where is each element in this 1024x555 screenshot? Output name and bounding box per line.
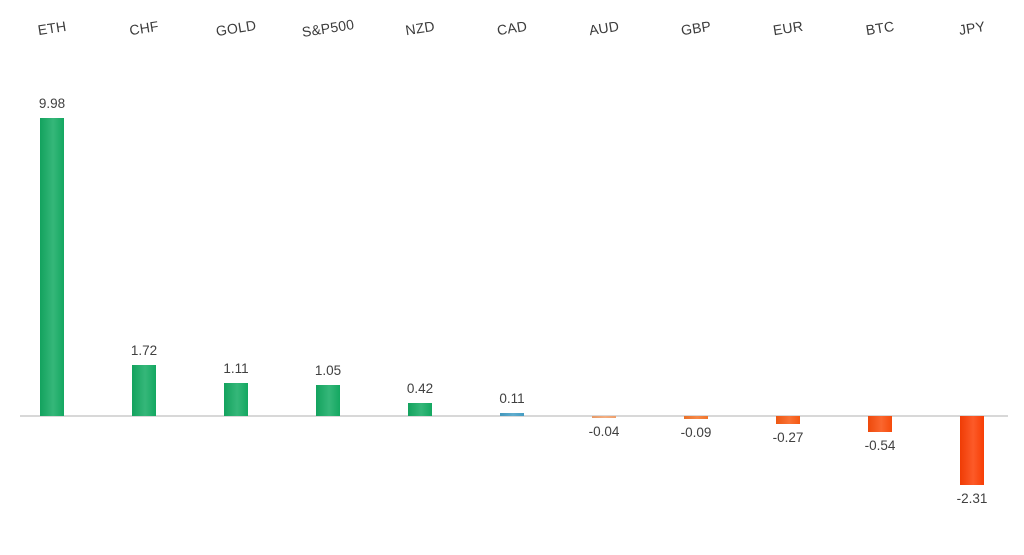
chart-column: CHF 1.72	[98, 0, 190, 555]
category-label: NZD	[404, 17, 436, 39]
bar	[408, 403, 432, 416]
chart-column: JPY -2.31	[926, 0, 1018, 555]
category-label: S&P500	[300, 15, 356, 41]
value-label: 0.11	[499, 390, 525, 406]
category-label: GBP	[679, 17, 713, 39]
value-label: 1.11	[223, 360, 249, 376]
category-label: BTC	[864, 17, 896, 39]
bar	[40, 117, 64, 416]
bar	[132, 364, 156, 416]
category-label: CHF	[128, 17, 160, 39]
value-label: 1.05	[314, 362, 342, 378]
bar	[960, 416, 984, 486]
bar	[224, 382, 248, 416]
value-label: -0.54	[864, 438, 896, 454]
bar	[776, 416, 800, 425]
value-label: -0.09	[680, 424, 712, 440]
value-label: 0.42	[406, 381, 434, 397]
category-label: CAD	[495, 17, 529, 39]
value-label: -0.04	[588, 424, 620, 439]
value-label: 1.72	[130, 342, 158, 358]
chart-column: NZD 0.42	[374, 0, 466, 555]
bar	[868, 416, 892, 433]
chart-column: EUR -0.27	[742, 0, 834, 555]
value-label: -2.31	[956, 491, 988, 507]
chart-column: ETH 9.98	[6, 0, 98, 555]
category-label: GOLD	[214, 16, 258, 40]
category-label: AUD	[587, 17, 621, 39]
bar	[500, 412, 524, 416]
x-axis-baseline	[20, 415, 1008, 417]
bar	[316, 384, 340, 416]
category-label: JPY	[957, 18, 987, 38]
chart-column: GOLD 1.11	[190, 0, 282, 555]
chart-column: GBP -0.09	[650, 0, 742, 555]
bar	[684, 416, 708, 419]
chart-column: BTC -0.54	[834, 0, 926, 555]
category-label: ETH	[36, 17, 68, 39]
bar	[592, 416, 616, 418]
chart-column: CAD 0.11	[466, 0, 558, 555]
category-label: EUR	[771, 17, 805, 39]
value-label: 9.98	[38, 95, 66, 111]
chart-column: S&P500 1.05	[282, 0, 374, 555]
chart-column: AUD -0.04	[558, 0, 650, 555]
value-label: -0.27	[772, 430, 804, 446]
